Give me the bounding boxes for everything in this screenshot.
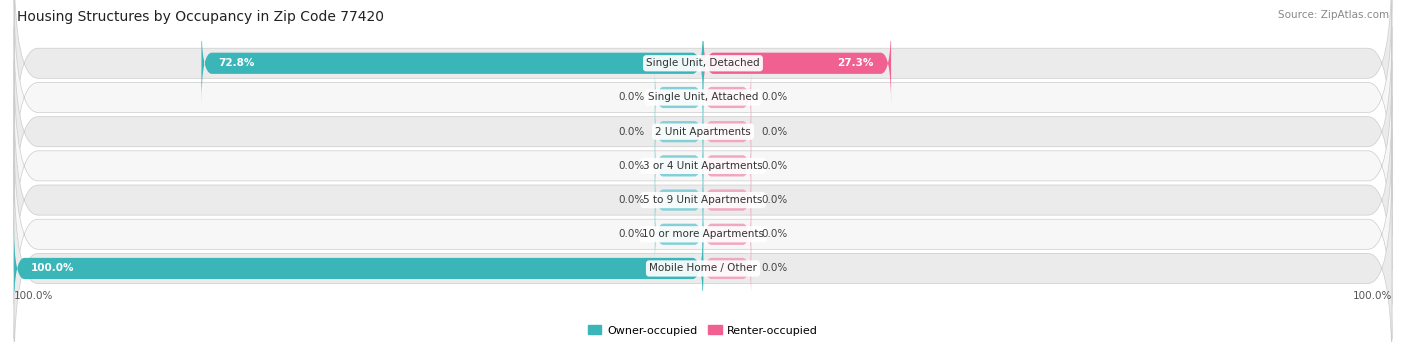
Text: 100.0%: 100.0%: [1353, 291, 1392, 301]
Text: 3 or 4 Unit Apartments: 3 or 4 Unit Apartments: [643, 161, 763, 171]
FancyBboxPatch shape: [14, 0, 1392, 168]
Text: 0.0%: 0.0%: [619, 229, 644, 239]
Text: 0.0%: 0.0%: [762, 195, 787, 205]
Text: 0.0%: 0.0%: [762, 229, 787, 239]
FancyBboxPatch shape: [655, 204, 703, 265]
FancyBboxPatch shape: [14, 61, 1392, 271]
Text: 27.3%: 27.3%: [838, 58, 875, 68]
Text: Source: ZipAtlas.com: Source: ZipAtlas.com: [1278, 10, 1389, 20]
Text: 0.0%: 0.0%: [619, 195, 644, 205]
Text: 0.0%: 0.0%: [762, 127, 787, 137]
FancyBboxPatch shape: [14, 228, 703, 309]
Text: 72.8%: 72.8%: [219, 58, 254, 68]
Text: 100.0%: 100.0%: [14, 291, 53, 301]
Text: 0.0%: 0.0%: [762, 263, 787, 274]
FancyBboxPatch shape: [703, 170, 751, 231]
FancyBboxPatch shape: [14, 164, 1392, 342]
Text: 2 Unit Apartments: 2 Unit Apartments: [655, 127, 751, 137]
Text: 10 or more Apartments: 10 or more Apartments: [643, 229, 763, 239]
FancyBboxPatch shape: [703, 67, 751, 128]
FancyBboxPatch shape: [201, 23, 703, 104]
Text: 5 to 9 Unit Apartments: 5 to 9 Unit Apartments: [644, 195, 762, 205]
FancyBboxPatch shape: [14, 130, 1392, 339]
FancyBboxPatch shape: [703, 204, 751, 265]
FancyBboxPatch shape: [703, 101, 751, 162]
FancyBboxPatch shape: [14, 27, 1392, 236]
FancyBboxPatch shape: [655, 170, 703, 231]
Legend: Owner-occupied, Renter-occupied: Owner-occupied, Renter-occupied: [583, 321, 823, 340]
FancyBboxPatch shape: [703, 238, 751, 299]
Text: Housing Structures by Occupancy in Zip Code 77420: Housing Structures by Occupancy in Zip C…: [17, 10, 384, 24]
FancyBboxPatch shape: [655, 67, 703, 128]
Text: 0.0%: 0.0%: [762, 92, 787, 103]
Text: 0.0%: 0.0%: [762, 161, 787, 171]
FancyBboxPatch shape: [655, 101, 703, 162]
Text: Single Unit, Detached: Single Unit, Detached: [647, 58, 759, 68]
FancyBboxPatch shape: [703, 135, 751, 196]
Text: 0.0%: 0.0%: [619, 127, 644, 137]
Text: 100.0%: 100.0%: [31, 263, 75, 274]
FancyBboxPatch shape: [703, 23, 891, 104]
Text: 0.0%: 0.0%: [619, 161, 644, 171]
FancyBboxPatch shape: [14, 0, 1392, 202]
FancyBboxPatch shape: [14, 95, 1392, 305]
Text: 0.0%: 0.0%: [619, 92, 644, 103]
FancyBboxPatch shape: [655, 135, 703, 196]
Text: Mobile Home / Other: Mobile Home / Other: [650, 263, 756, 274]
Text: Single Unit, Attached: Single Unit, Attached: [648, 92, 758, 103]
